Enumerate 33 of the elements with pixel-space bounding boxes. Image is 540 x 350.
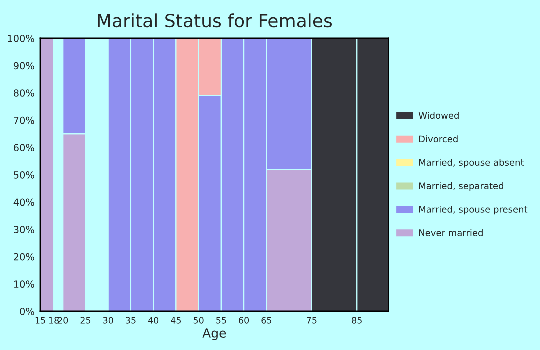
x-axis-title: Age [202, 328, 226, 340]
x-tick-label: 40 [148, 317, 159, 324]
y-tick-label: 100% [8, 34, 34, 42]
x-tick-label: 25 [80, 317, 91, 324]
legend-label: Married, separated [419, 182, 504, 192]
y-tick-label: 60% [14, 144, 34, 152]
legend-label: Divorced [419, 136, 458, 143]
x-tick-label: 45 [171, 317, 182, 324]
x-tick-label: 30 [103, 317, 114, 324]
legend-label: Widowed [418, 112, 459, 120]
y-tick-label: 90% [14, 62, 34, 70]
x-tick-label: 60 [239, 317, 250, 324]
legend-label: Married, spouse present [419, 206, 528, 215]
y-tick-label: 0% [20, 308, 34, 316]
x-tick-label: 20 [58, 317, 68, 324]
chart-title: Marital Status for Females [98, 14, 332, 28]
x-tick-label: 18 [49, 317, 60, 324]
x-tick-label: 55 [216, 317, 226, 324]
x-tick-label: 15 [36, 317, 46, 324]
y-tick-label: 20% [14, 253, 34, 261]
y-tick-label: 70% [14, 116, 34, 124]
y-tick-label: 10% [14, 280, 34, 288]
x-tick-label: 35 [126, 317, 136, 324]
x-tick-label: 65 [262, 317, 272, 324]
x-tick-label: 85 [352, 317, 362, 324]
y-tick-label: 40% [14, 198, 34, 206]
legend-label: Never married [419, 229, 483, 236]
y-tick-label: 80% [14, 90, 34, 97]
y-tick-label: 30% [14, 226, 34, 234]
legend-label: Married, spouse absent [419, 159, 524, 168]
x-tick-label: 75 [307, 317, 317, 324]
x-tick-label: 50 [194, 317, 204, 324]
y-tick-label: 50% [14, 171, 34, 179]
